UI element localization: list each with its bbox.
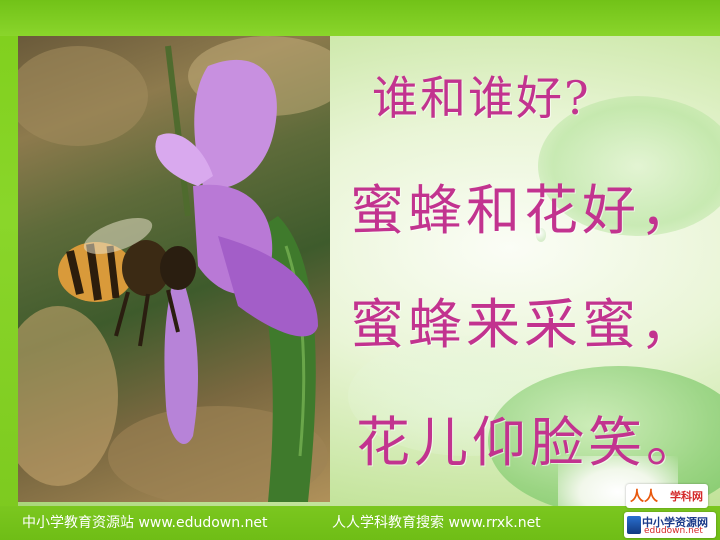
footer-bar [0, 506, 720, 540]
bee-flower-photo [18, 36, 330, 502]
edudown-logo-icon [627, 516, 641, 534]
poem-line-4: 花儿仰脸笑。 [356, 411, 704, 474]
edudown-logo[interactable]: 中小学资源网 edudown.net [624, 512, 716, 538]
top-border [0, 0, 720, 36]
background-leaf [538, 96, 720, 236]
edudown-url: edudown.net [644, 526, 703, 536]
edudown-name: 中小学资源网 [642, 516, 708, 529]
water-droplet [536, 228, 546, 242]
poem-line-1: 谁和谁好? [372, 71, 591, 125]
petal [194, 59, 277, 189]
bee-flower-illustration [18, 36, 330, 502]
rrxk-logo[interactable]: 人人 学科网 [626, 484, 708, 508]
poem-line-2: 蜜蜂和花好， [350, 179, 698, 242]
rrxk-mark: 人人 [630, 489, 658, 505]
petal [218, 236, 318, 337]
footer-rrxk-link[interactable]: 人人学科教育搜索 www.rrxk.net [332, 515, 541, 531]
bee [58, 217, 196, 347]
footer-edudown-link[interactable]: 中小学教育资源站 www.edudown.net [22, 515, 268, 531]
petal [155, 133, 213, 186]
rrxk-name: 学科网 [670, 490, 703, 503]
poem-line-3: 蜜蜂来采蜜， [350, 293, 698, 356]
